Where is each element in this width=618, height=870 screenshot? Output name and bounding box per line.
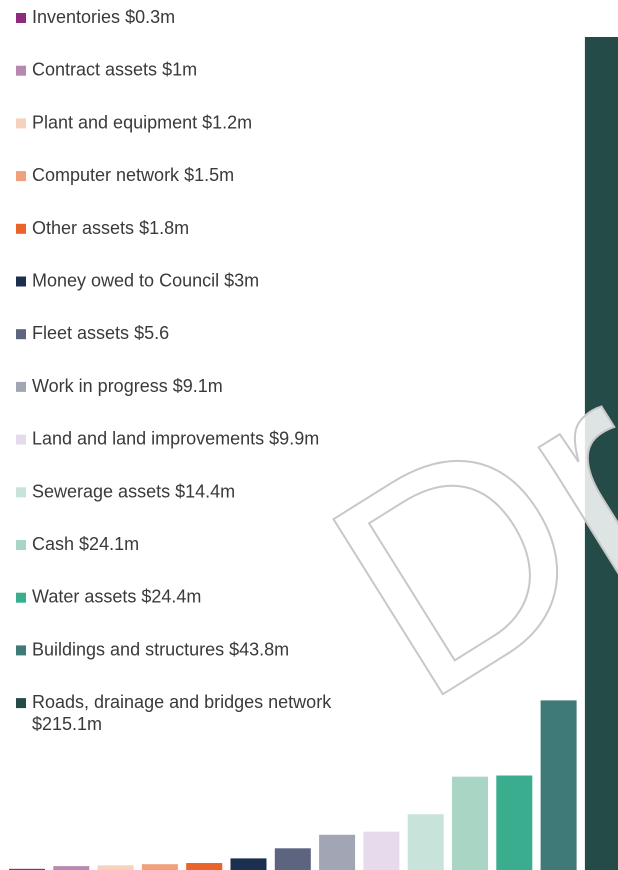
- legend-swatch: [16, 118, 26, 129]
- legend-item: Roads, drainage and bridges network $215…: [16, 692, 336, 734]
- legend-swatch: [16, 171, 26, 182]
- bar: [97, 865, 134, 870]
- legend-category: Roads, drainage and bridges network: [32, 692, 332, 712]
- legend-swatch: [16, 592, 26, 603]
- legend-swatch: [16, 13, 26, 23]
- legend-category: Plant and equipment: [32, 112, 197, 132]
- legend-swatch: [16, 381, 26, 392]
- legend-item: Sewerage assets $14.4m: [16, 481, 235, 501]
- legend-category: Money owed to Council: [32, 270, 219, 290]
- legend-value: $1.5m: [184, 165, 234, 185]
- bar: [363, 831, 400, 870]
- legend-item: Fleet assets $5.6: [16, 323, 169, 343]
- legend-label: Land and land improvements $9.9m: [32, 428, 319, 448]
- legend-category: Cash: [32, 534, 74, 554]
- legend-label: Other assets $1.8m: [32, 218, 189, 238]
- legend-category: Contract assets: [32, 59, 157, 79]
- legend-label: Sewerage assets $14.4m: [32, 481, 235, 501]
- legend-label: Cash $24.1m: [32, 534, 139, 554]
- legend-label: Computer network $1.5m: [32, 165, 234, 185]
- legend-item: Buildings and structures $43.8m: [16, 639, 289, 659]
- legend-category: Water assets: [32, 586, 136, 606]
- legend-swatch: [16, 698, 26, 709]
- bar: [53, 866, 90, 870]
- legend-label: Buildings and structures $43.8m: [32, 639, 289, 659]
- legend-value: $1m: [162, 59, 197, 79]
- bar: [186, 863, 223, 870]
- legend-value: $24.1m: [79, 534, 139, 554]
- legend-category: Inventories: [32, 7, 120, 27]
- legend-item: Water assets $24.4m: [16, 586, 201, 606]
- bar: [584, 37, 618, 870]
- legend-value: $3m: [224, 270, 259, 290]
- legend-item: Plant and equipment $1.2m: [16, 112, 252, 132]
- legend-value: $9.1m: [173, 376, 223, 396]
- legend-value: $9.9m: [269, 428, 319, 448]
- bar: [9, 868, 45, 870]
- legend-label: Fleet assets $5.6: [32, 323, 169, 343]
- legend-label: Plant and equipment $1.2m: [32, 112, 252, 132]
- legend-item: Computer network $1.5m: [16, 165, 234, 185]
- legend-swatch: [16, 276, 26, 287]
- legend-item: Land and land improvements $9.9m: [16, 428, 319, 448]
- legend-category: Other assets: [32, 218, 134, 238]
- bar: [274, 848, 311, 870]
- legend-item: Contract assets $1m: [16, 59, 197, 79]
- legend-swatch: [16, 540, 26, 550]
- legend-value: $14.4m: [175, 481, 235, 501]
- legend-label: Inventories $0.3m: [32, 7, 175, 27]
- legend-category: Work in progress: [32, 376, 168, 396]
- legend-category: Land and land improvements: [32, 428, 264, 448]
- legend-label: Money owed to Council $3m: [32, 270, 259, 290]
- legend-swatch: [16, 487, 26, 498]
- bar: [452, 776, 488, 870]
- watermark: Draft: [278, 131, 618, 761]
- bar: [496, 775, 533, 870]
- legend-value: $5.6: [134, 323, 169, 343]
- legend-value: $215.1m: [32, 714, 102, 734]
- legend-category: Fleet assets: [32, 323, 129, 343]
- legend-swatch: [16, 329, 26, 340]
- bar: [407, 814, 444, 870]
- legend-category: Sewerage assets: [32, 481, 170, 501]
- legend-item: Work in progress $9.1m: [16, 376, 223, 396]
- legend-item: Money owed to Council $3m: [16, 270, 259, 290]
- legend-swatch: [16, 65, 26, 76]
- legend-category: Buildings and structures: [32, 639, 224, 659]
- legend-label: Work in progress $9.1m: [32, 376, 223, 396]
- legend-item: Cash $24.1m: [16, 534, 139, 554]
- legend-label: Contract assets $1m: [32, 59, 197, 79]
- legend-swatch: [16, 434, 26, 445]
- bar: [230, 858, 267, 870]
- legend-swatch: [16, 645, 26, 656]
- legend-swatch: [16, 223, 26, 234]
- legend-item: Other assets $1.8m: [16, 218, 189, 238]
- legend-item: Inventories $0.3m: [16, 7, 175, 27]
- legend-category: Computer network: [32, 165, 180, 185]
- legend-value: $24.4m: [141, 586, 201, 606]
- legend-value: $1.8m: [139, 218, 189, 238]
- legend-label: Water assets $24.4m: [32, 586, 201, 606]
- legend-label: Roads, drainage and bridges network $215…: [32, 692, 336, 734]
- legend-value: $43.8m: [229, 639, 289, 659]
- bar: [319, 834, 356, 870]
- legend-value: $1.2m: [202, 112, 252, 132]
- bar: [540, 700, 577, 870]
- legend-value: $0.3m: [125, 7, 175, 27]
- bar: [141, 864, 178, 870]
